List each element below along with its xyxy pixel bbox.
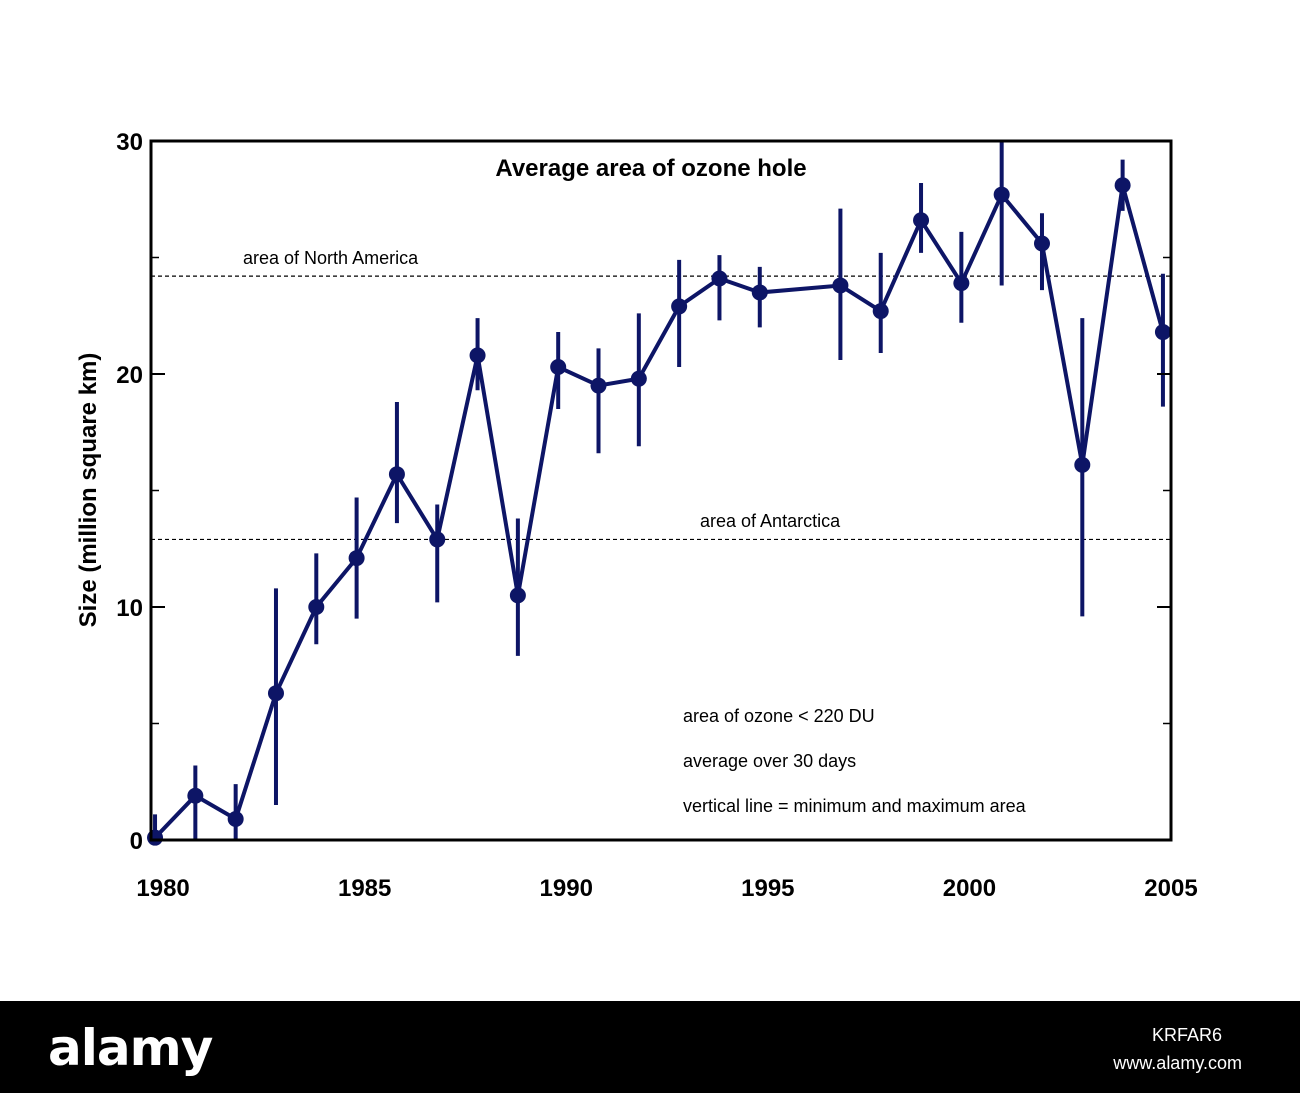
data-point-18 <box>913 212 930 229</box>
plot-frame <box>149 139 1173 842</box>
note-ozone-threshold: area of ozone < 220 DU <box>683 706 875 726</box>
data-point-0 <box>147 829 164 846</box>
series-line <box>153 184 1165 840</box>
ref-label-north-america: area of North America <box>243 248 419 268</box>
error-bars <box>153 141 1165 840</box>
y-tick-label-3: 30 <box>116 129 143 156</box>
data-point-16 <box>832 277 849 294</box>
data-point-12 <box>630 370 647 387</box>
data-points <box>147 177 1171 846</box>
x-tick-label-4: 2000 <box>943 875 996 902</box>
x-tick-label-5: 2005 <box>1144 875 1197 902</box>
data-point-3 <box>267 685 284 702</box>
x-tick-label-2: 1990 <box>540 875 593 902</box>
note-average-window: average over 30 days <box>683 751 856 771</box>
site-url: www.alamy.com <box>1113 1053 1242 1073</box>
chart-title: Average area of ozone hole <box>495 155 806 182</box>
data-point-13 <box>671 298 688 315</box>
data-point-14 <box>711 270 728 287</box>
ozone-hole-chart: 0 10 20 30 1980 1985 1990 1995 2000 2005 Average … <box>75 129 1198 902</box>
data-point-7 <box>429 531 446 548</box>
data-point-21 <box>1033 235 1050 252</box>
x-tick-label-3: 1995 <box>741 875 794 902</box>
data-point-11 <box>590 377 607 394</box>
note-vertical-line: vertical line = minimum and maximum area <box>683 796 1027 816</box>
data-point-24 <box>1154 324 1171 341</box>
data-point-9 <box>509 587 526 604</box>
data-point-1 <box>187 787 204 804</box>
data-point-15 <box>751 284 768 301</box>
axis-tick-labels: 0 10 20 30 1980 1985 1990 1995 2000 2005 <box>116 129 1197 902</box>
y-tick-label-0: 0 <box>130 828 143 855</box>
y-tick-label-2: 20 <box>116 362 143 389</box>
footer-bar: alamy KRFAR6 www.alamy.com <box>0 1001 1300 1093</box>
reference-lines <box>151 275 1171 541</box>
x-tick-label-0: 1980 <box>136 875 189 902</box>
data-point-10 <box>550 359 567 376</box>
alamy-logo: alamy <box>48 1019 213 1077</box>
y-axis-label: Size (million square km) <box>75 353 102 628</box>
data-point-8 <box>469 347 486 364</box>
data-point-20 <box>993 186 1010 203</box>
data-point-22 <box>1074 456 1091 473</box>
data-point-23 <box>1114 177 1131 194</box>
y-tick-label-1: 10 <box>116 595 143 622</box>
data-point-19 <box>953 275 970 292</box>
data-point-6 <box>388 466 405 483</box>
data-point-4 <box>308 599 325 615</box>
axis-ticks <box>151 256 1171 725</box>
x-tick-label-1: 1985 <box>338 875 391 902</box>
image-id: KRFAR6 <box>1151 1025 1222 1045</box>
data-point-17 <box>872 303 889 320</box>
data-point-5 <box>348 550 365 567</box>
ref-label-antarctica: area of Antarctica <box>700 511 841 531</box>
data-point-2 <box>227 811 244 828</box>
